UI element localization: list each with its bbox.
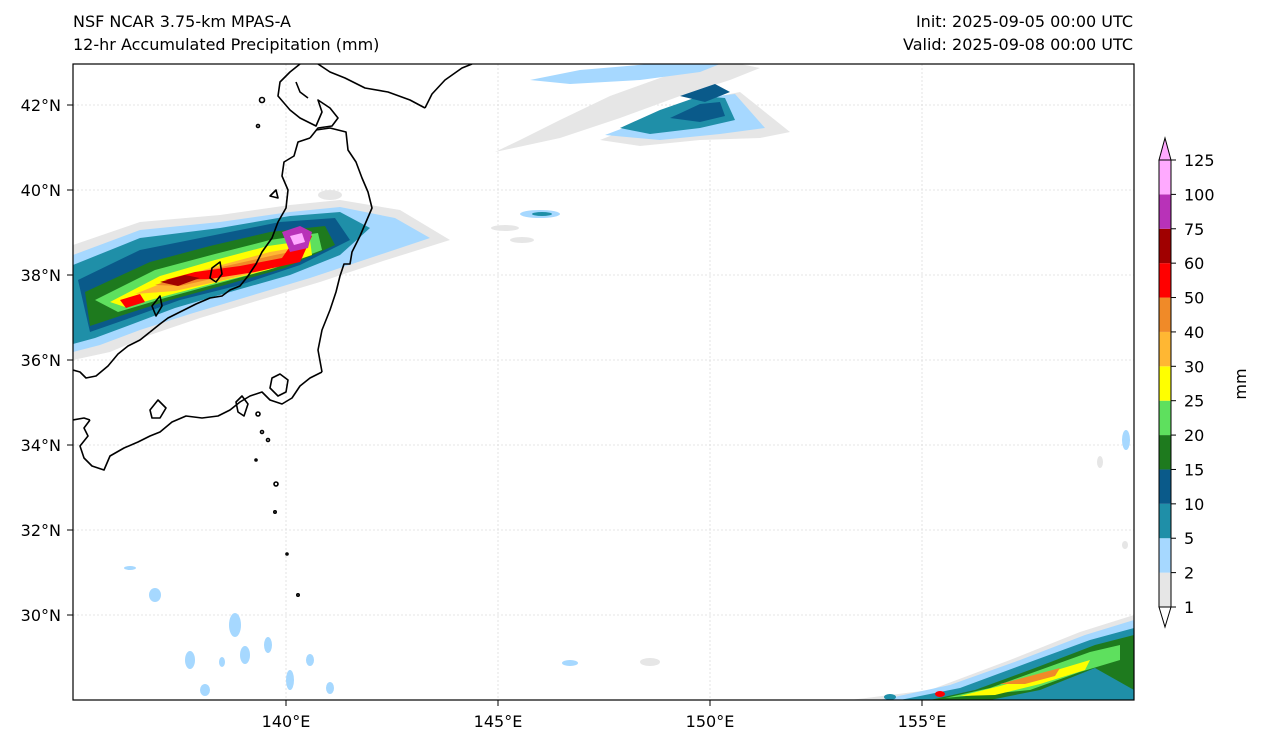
precip-scatter-southwest — [124, 190, 1130, 696]
map-area[interactable] — [73, 64, 1134, 700]
colorbar-extend-min — [1158, 606, 1172, 629]
colorbar-extend-max — [1158, 136, 1172, 161]
colorbar-tick-label: 20 — [1184, 426, 1204, 445]
colorbar-segment — [1159, 263, 1171, 298]
precip-band-north — [495, 64, 790, 152]
colorbar-tick-label: 2 — [1184, 564, 1194, 583]
lat-tick-label: 38°N — [21, 266, 61, 285]
lon-tick-label: 150°E — [686, 712, 735, 731]
title-valid-time: Valid: 2025-09-08 00:00 UTC — [902, 35, 1133, 54]
colorbar-segment — [1159, 435, 1171, 470]
title-field: 12-hr Accumulated Precipitation (mm) — [73, 35, 380, 54]
precip-band-honshu — [73, 200, 450, 360]
colorbar-segment — [1159, 572, 1171, 607]
map-frame — [72, 63, 1135, 701]
colorbar-tick-label: 60 — [1184, 254, 1204, 273]
colorbar-tick-label: 5 — [1184, 529, 1194, 548]
colorbar-segment — [1159, 538, 1171, 573]
colorbar-segment — [1159, 503, 1171, 539]
lat-tick-label: 36°N — [21, 351, 61, 370]
lat-tick-label: 34°N — [21, 436, 61, 455]
colorbar-tick-label: 40 — [1184, 323, 1204, 342]
gridlines — [73, 64, 1134, 700]
colorbar-outline — [1158, 159, 1172, 608]
colorbar-unit-label: mm — [1231, 368, 1250, 399]
colorbar-tick-label: 15 — [1184, 460, 1204, 479]
colorbar-tick-label: 125 — [1184, 151, 1215, 170]
colorbar-segment — [1159, 228, 1171, 264]
colorbar-segment — [1159, 469, 1171, 504]
lon-tick-label: 140°E — [262, 712, 311, 731]
lon-tick-label: 155°E — [898, 712, 947, 731]
colorbar-segment — [1159, 331, 1171, 367]
colorbar-segment — [1159, 400, 1171, 436]
longitude-axis: 140°E 145°E 150°E 155°E — [262, 700, 947, 731]
colorbar-tick-label: 50 — [1184, 289, 1204, 308]
colorbar-tick-label: 25 — [1184, 392, 1204, 411]
colorbar-segment — [1159, 194, 1171, 229]
latitude-axis: 42°N 40°N 38°N 36°N 34°N 32°N 30°N — [21, 96, 73, 625]
lat-tick-label: 30°N — [21, 606, 61, 625]
colorbar-tick-label: 30 — [1184, 357, 1204, 376]
lat-tick-label: 42°N — [21, 96, 61, 115]
lon-tick-label: 145°E — [474, 712, 523, 731]
lat-tick-label: 40°N — [21, 181, 61, 200]
colorbar-segment — [1159, 297, 1171, 332]
colorbar-tick-label: 100 — [1184, 185, 1215, 204]
colorbar-segment — [1159, 366, 1171, 401]
coastlines — [73, 64, 473, 597]
title-model: NSF NCAR 3.75-km MPAS-A — [73, 12, 291, 31]
colorbar-tick-label: 10 — [1184, 495, 1204, 514]
precip-scatter-midlat — [491, 210, 660, 666]
colorbar-segment — [1159, 160, 1171, 195]
title-init-time: Init: 2025-09-05 00:00 UTC — [915, 12, 1133, 31]
precip-band-southeast — [850, 615, 1134, 700]
colorbar-tick-label: 1 — [1184, 598, 1194, 617]
colorbar-tick-label: 75 — [1184, 220, 1204, 239]
lat-tick-label: 32°N — [21, 521, 61, 540]
